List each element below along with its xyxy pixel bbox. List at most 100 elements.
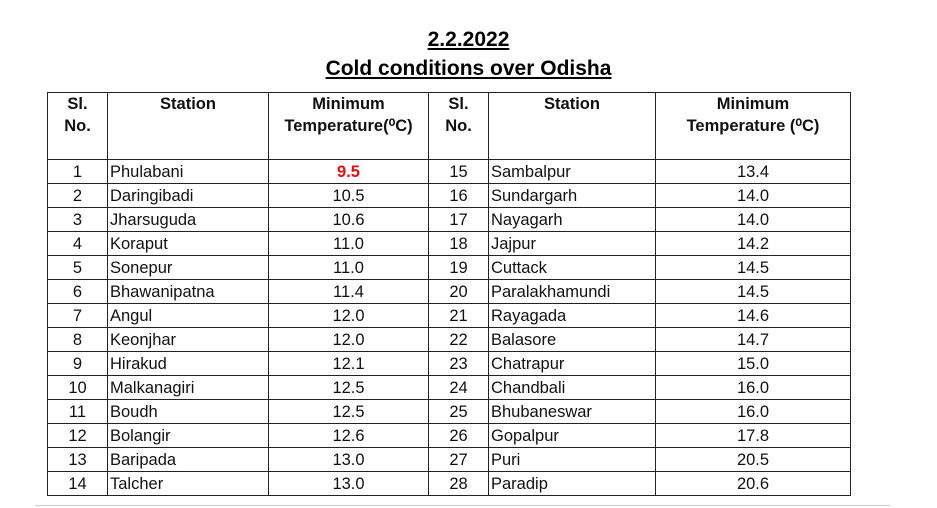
table-cell: 14.5 (655, 255, 851, 280)
table-cell: 11.4 (268, 279, 429, 304)
table-cell: 20 (428, 279, 489, 304)
table-row: 2 Daringibadi 10.5 16 Sundargarh 14.0 (47, 183, 851, 208)
table-cell: 14.5 (655, 279, 851, 304)
table-cell: 15 (428, 159, 489, 184)
table-cell: 23 (428, 351, 489, 376)
table-row: 12 Bolangir 12.6 26 Gopalpur 17.8 (47, 423, 851, 448)
column-header: Sl. No. (428, 92, 489, 160)
table-cell: 6 (47, 279, 108, 304)
column-header: Minimum Temperature(⁰C) (268, 92, 429, 160)
table-cell: Daringibadi (107, 183, 269, 208)
table-cell: 17.8 (655, 423, 851, 448)
table-row: 6 Bhawanipatna 11.4 20 Paralakhamundi 14.5 (47, 279, 851, 304)
divider (35, 505, 890, 506)
table-cell: 13 (47, 447, 108, 472)
table-cell: 22 (428, 327, 489, 352)
table-cell: 13.0 (268, 471, 429, 496)
table-cell: Cuttack (488, 255, 656, 280)
table-row: 13 Baripada 13.0 27 Puri 20.5 (47, 447, 851, 472)
table-cell: 9 (47, 351, 108, 376)
table-cell: 18 (428, 231, 489, 256)
table-cell: 14.6 (655, 303, 851, 328)
table-cell: 13.4 (655, 159, 851, 184)
table-cell: Gopalpur (488, 423, 656, 448)
table-cell: Paralakhamundi (488, 279, 656, 304)
table-row: 3 Jharsuguda 10.6 17 Nayagarh 14.0 (47, 207, 851, 232)
table-row: 8 Keonjhar 12.0 22 Balasore 14.7 (47, 327, 851, 352)
table-row: 1 Phulabani 9.5 15 Sambalpur 13.4 (47, 159, 851, 184)
table-cell: 5 (47, 255, 108, 280)
table-cell: 21 (428, 303, 489, 328)
table-cell: Phulabani (107, 159, 269, 184)
table-cell: 20.5 (655, 447, 851, 472)
table-cell: 2 (47, 183, 108, 208)
column-header: Station (488, 92, 656, 160)
table-cell: 12.5 (268, 375, 429, 400)
table-cell: Sambalpur (488, 159, 656, 184)
table-cell: 14.7 (655, 327, 851, 352)
table-cell: 13.0 (268, 447, 429, 472)
table-cell: Bhubaneswar (488, 399, 656, 424)
table-cell: 20.6 (655, 471, 851, 496)
table-cell: 1 (47, 159, 108, 184)
table-cell: Chatrapur (488, 351, 656, 376)
table-cell: Hirakud (107, 351, 269, 376)
table-cell: Jharsuguda (107, 207, 269, 232)
table-cell: Bolangir (107, 423, 269, 448)
table-cell: Boudh (107, 399, 269, 424)
table-cell: Baripada (107, 447, 269, 472)
column-header: Station (107, 92, 269, 160)
table-cell: Angul (107, 303, 269, 328)
table-cell: Jajpur (488, 231, 656, 256)
table-cell: Balasore (488, 327, 656, 352)
table-cell: 26 (428, 423, 489, 448)
table-cell: 10 (47, 375, 108, 400)
table-cell: 4 (47, 231, 108, 256)
table-cell: 25 (428, 399, 489, 424)
table-cell: 14.2 (655, 231, 851, 256)
table-cell: Nayagarh (488, 207, 656, 232)
table-row: 7 Angul 12.0 21 Rayagada 14.6 (47, 303, 851, 328)
table-cell: 12.5 (268, 399, 429, 424)
table-row: 4 Koraput 11.0 18 Jajpur 14.2 (47, 231, 851, 256)
table-row: 5 Sonepur 11.0 19 Cuttack 14.5 (47, 255, 851, 280)
table-row: 9 Hirakud 12.1 23 Chatrapur 15.0 (47, 351, 851, 376)
table-cell: 15.0 (655, 351, 851, 376)
table-cell: 27 (428, 447, 489, 472)
table-cell: 14 (47, 471, 108, 496)
table-cell: 16 (428, 183, 489, 208)
date: 2.2.2022 (427, 28, 510, 51)
table-cell: 12.0 (268, 327, 429, 352)
table-cell: 8 (47, 327, 108, 352)
table-cell: Puri (488, 447, 656, 472)
table-cell: Keonjhar (107, 327, 269, 352)
table-cell: 14.0 (655, 207, 851, 232)
table-cell: 3 (47, 207, 108, 232)
table-body: 1 Phulabani 9.5 15 Sambalpur 13.4 2 Daringibadi… (47, 159, 851, 496)
table-cell: 11.0 (268, 255, 429, 280)
column-header: Minimum Temperature (⁰C) (655, 92, 851, 160)
table-row: 10 Malkanagiri 12.5 24 Chandbali 16.0 (47, 375, 851, 400)
table-cell: 28 (428, 471, 489, 496)
table-cell: Malkanagiri (107, 375, 269, 400)
table-cell: 17 (428, 207, 489, 232)
table-cell: 16.0 (655, 375, 851, 400)
title: Cold conditions over Odisha (325, 57, 612, 80)
table-cell: 16.0 (655, 399, 851, 424)
table-cell: Paradip (488, 471, 656, 496)
table-cell: 12.0 (268, 303, 429, 328)
table-cell: 19 (428, 255, 489, 280)
table-cell: Talcher (107, 471, 269, 496)
header-row: Sl. No. Station Minimum Temperature(⁰C) Sl.… (47, 92, 851, 160)
table-cell: Bhawanipatna (107, 279, 269, 304)
table-cell: Chandbali (488, 375, 656, 400)
table-cell: 9.5 (268, 159, 429, 184)
table-cell: Sonepur (107, 255, 269, 280)
table-cell: 14.0 (655, 183, 851, 208)
table-cell: 7 (47, 303, 108, 328)
table-cell: Rayagada (488, 303, 656, 328)
table-cell: 10.5 (268, 183, 429, 208)
column-header: Sl. No. (47, 92, 108, 160)
table-cell: Sundargarh (488, 183, 656, 208)
